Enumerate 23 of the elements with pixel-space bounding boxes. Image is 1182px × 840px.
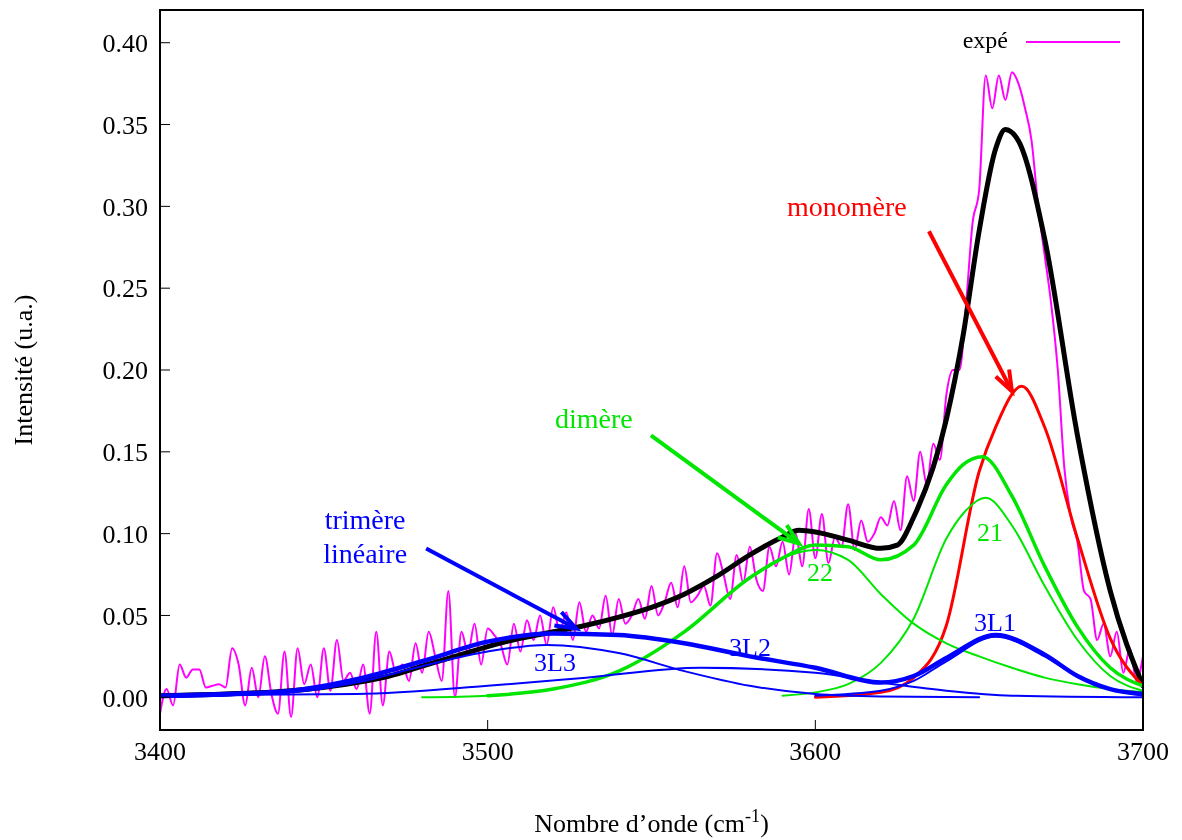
x-tick-label: 3500 — [461, 737, 514, 767]
x-tick-label: 3400 — [134, 737, 186, 767]
x-tick-label: 3700 — [1117, 737, 1169, 767]
annotation: 22 — [807, 557, 833, 587]
x-tick-label: 3600 — [789, 737, 842, 767]
y-tick-label: 0.35 — [102, 110, 148, 140]
y-axis-title: Intensité (u.a.) — [8, 294, 38, 446]
y-tick-label: 0.15 — [102, 438, 148, 468]
y-tick-label: 0.10 — [102, 519, 148, 549]
y-tick-label: 0.40 — [102, 28, 148, 58]
y-tick-label: 0.20 — [102, 356, 148, 386]
x-axis-title: Nombre d’onde (cm$^{-1}$) — [534, 806, 769, 838]
annotation: monomère — [787, 191, 907, 223]
y-tick-label: 0.25 — [102, 274, 148, 304]
annotation: 3L1 — [974, 607, 1016, 637]
y-tick-label: 0.00 — [102, 683, 148, 713]
legend-label: expé — [962, 26, 1008, 53]
y-tick-label: 0.30 — [102, 192, 148, 222]
annotation: trimère linéaire — [323, 503, 408, 569]
annotation: dimère — [555, 403, 633, 435]
annotation: 3L3 — [534, 647, 576, 677]
annotation: 21 — [977, 517, 1003, 547]
y-tick-label: 0.05 — [102, 601, 148, 631]
